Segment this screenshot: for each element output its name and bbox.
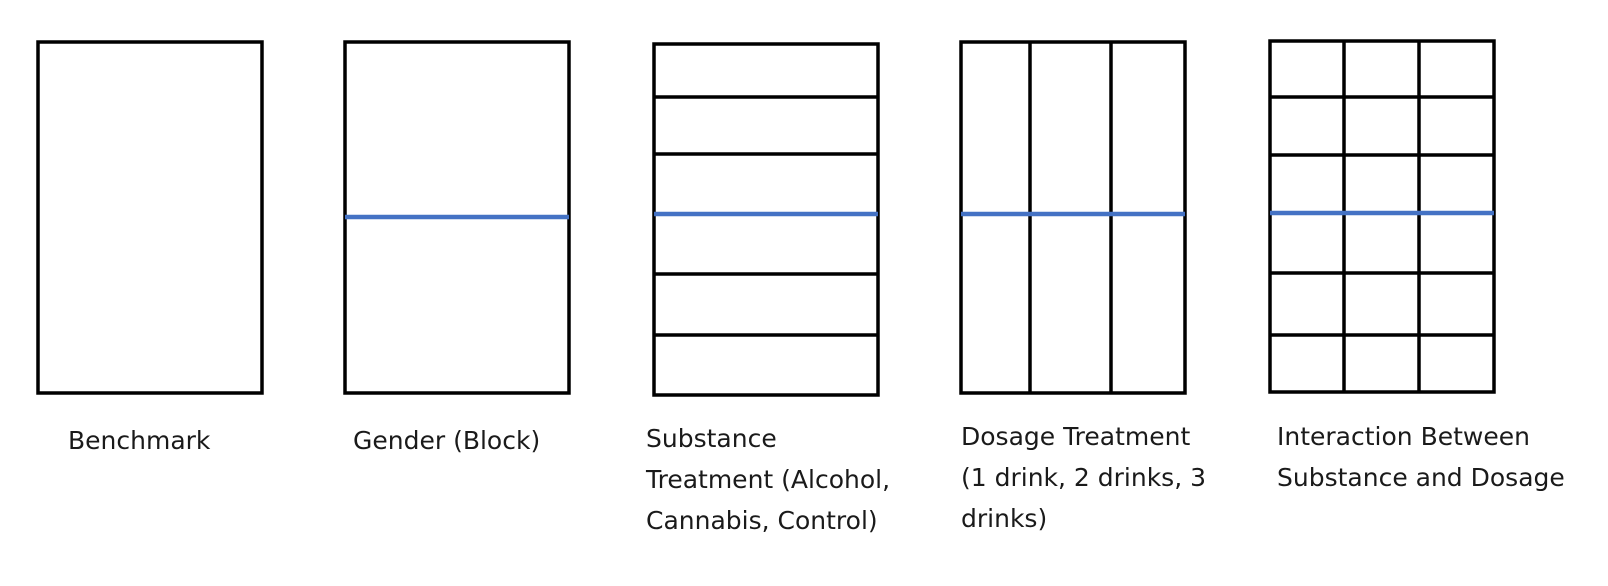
caption-interaction: Interaction Between Substance and Dosage [1277, 422, 1565, 492]
caption-dosage-treatment: Dosage Treatment (1 drink, 2 drinks, 3 d… [961, 422, 1207, 533]
caption-gender-block: Gender (Block) [353, 426, 541, 455]
panel-interaction [1268, 39, 1496, 394]
panel-border [1268, 39, 1496, 394]
panel-border [36, 40, 264, 395]
caption-benchmark: Benchmark [68, 426, 211, 455]
panel-dosage-treatment [959, 40, 1187, 395]
panel-border [652, 42, 880, 397]
panel-gender-block [343, 40, 571, 395]
panel-border [959, 40, 1187, 395]
panel-benchmark [36, 40, 264, 395]
caption-substance-treatment: Substance Treatment (Alcohol, Cannabis, … [646, 424, 891, 535]
panel-substance-treatment [652, 42, 880, 397]
